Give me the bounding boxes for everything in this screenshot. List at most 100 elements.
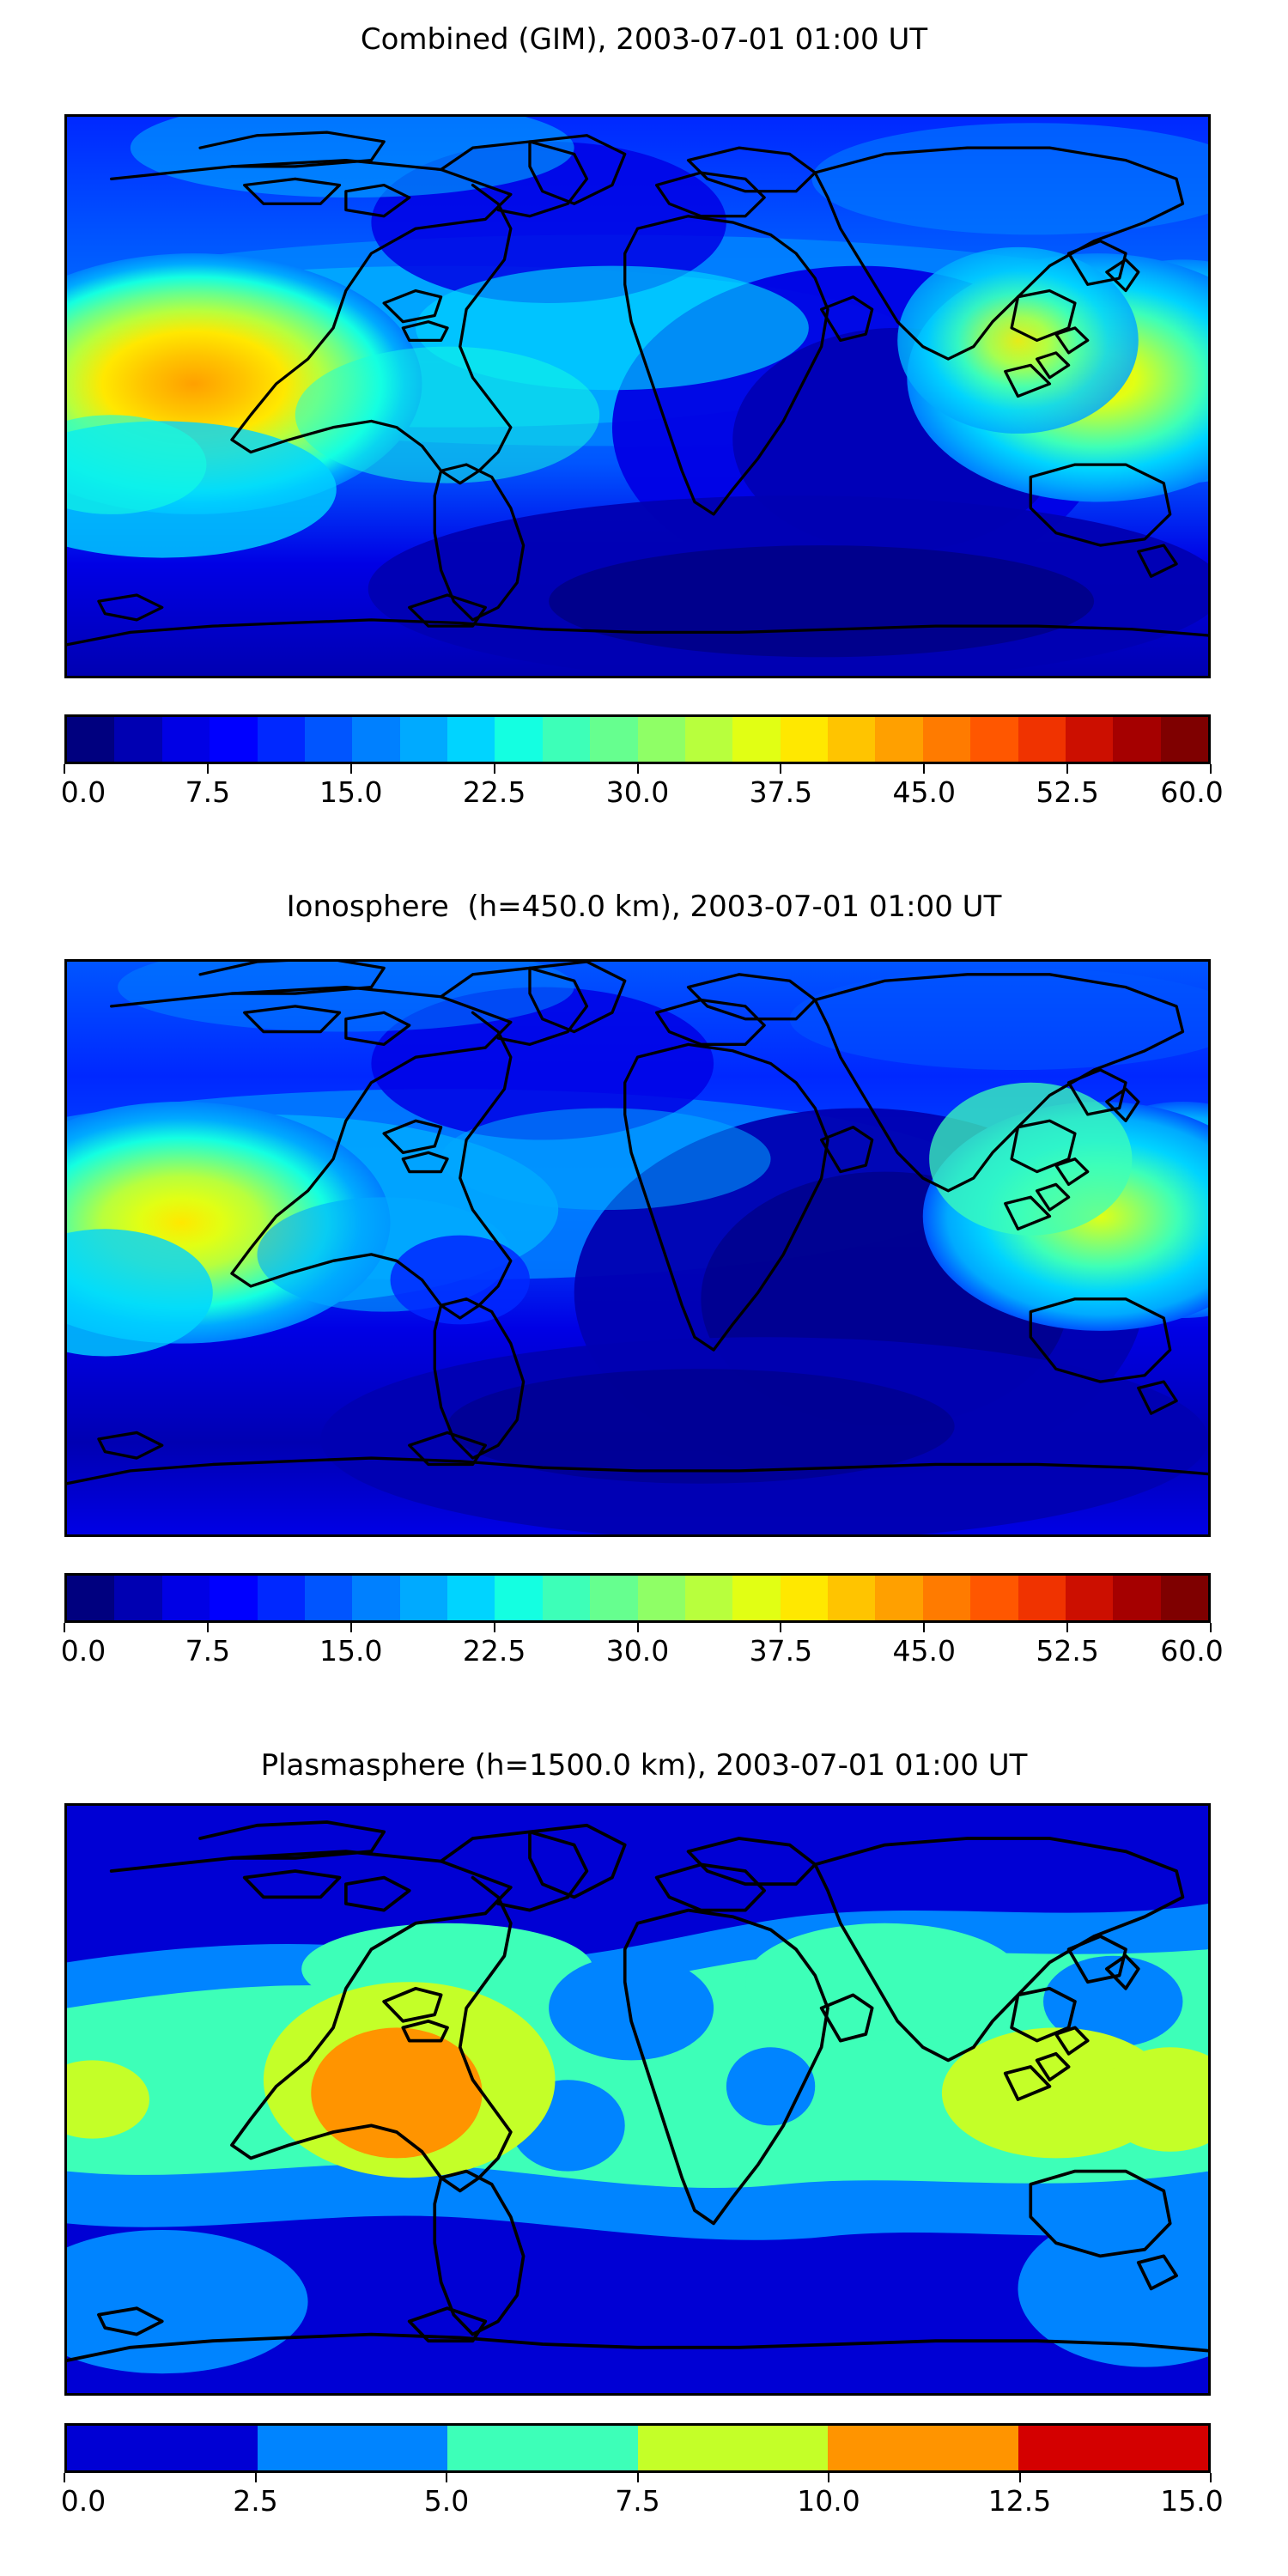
colorbar-tick-label: 2.5 — [233, 2484, 278, 2518]
colorbar-segment — [399, 1576, 447, 1620]
colorbar-tick-label: 45.0 — [892, 775, 956, 809]
colorbar-tick-mark — [780, 1623, 782, 1632]
colorbar-tick-mark — [780, 764, 782, 774]
colorbar-tick-mark — [1210, 764, 1212, 774]
colorbar-segment — [67, 717, 115, 762]
colorbar-segment — [1018, 717, 1066, 762]
colorbar-tick-label: 0.0 — [60, 2484, 106, 2518]
colorbar-segment — [590, 1576, 638, 1620]
panel-title-ionosphere: Ionosphere (h=450.0 km), 2003-07-01 01:0… — [286, 890, 1002, 924]
colorbar-segment — [828, 717, 876, 762]
colorbar-tick-label: 30.0 — [605, 1634, 670, 1668]
colorbar-segment — [210, 1576, 258, 1620]
colorbar-tick-label: 22.5 — [462, 775, 526, 809]
colorbar-tick-label: 12.5 — [987, 2484, 1052, 2518]
colorbar-tick-label: 52.5 — [1036, 1634, 1099, 1668]
colorbar-tick-label: 0.0 — [60, 1634, 106, 1668]
colorbar-segment — [161, 717, 210, 762]
colorbar-segment — [1065, 717, 1114, 762]
colorbar-segment — [828, 2426, 1018, 2470]
colorbar-segment — [304, 1576, 353, 1620]
map-ionosphere — [64, 959, 1211, 1537]
panel-combined-gim: Combined (GIM), 2003-07-01 01:00 UT — [0, 0, 1288, 859]
colorbar-segment — [590, 717, 638, 762]
colorbar-ionosphere — [64, 1573, 1211, 1623]
colorbar-segment — [447, 1576, 495, 1620]
colorbar-segment — [875, 1576, 923, 1620]
panel-ionosphere: Ionosphere (h=450.0 km), 2003-07-01 01:0… — [0, 859, 1288, 1717]
colorbar-segment — [352, 1576, 400, 1620]
colorbar-segment — [210, 717, 258, 762]
colorbar-segment — [161, 1576, 210, 1620]
colorbar-segment — [684, 717, 733, 762]
colorbar-tick-mark — [493, 1623, 495, 1632]
colorbar-tick-label: 7.5 — [615, 2484, 660, 2518]
colorbar-segment — [304, 717, 353, 762]
colorbar-tick-label: 7.5 — [185, 775, 231, 809]
colorbar-segment — [684, 1576, 733, 1620]
colorbar-tick-mark — [493, 764, 495, 774]
colorbar-tick-label: 0.0 — [60, 775, 106, 809]
colorbar-segment — [67, 1576, 115, 1620]
colorbar-tick-mark — [1066, 764, 1069, 774]
colorbar-segment — [1065, 1576, 1114, 1620]
colorbar-tick-mark — [206, 1623, 209, 1632]
colorbar-segment — [114, 717, 162, 762]
colorbar-tick-mark — [636, 2473, 639, 2482]
colorbar-segment — [922, 717, 971, 762]
colorbar-segment — [352, 717, 400, 762]
panel-title-plasmasphere: Plasmasphere (h=1500.0 km), 2003-07-01 0… — [260, 1748, 1028, 1783]
colorbar-plasmasphere — [64, 2423, 1211, 2473]
colorbar-tick-mark — [64, 1623, 65, 1632]
colorbar-tick-mark — [349, 764, 352, 774]
colorbar-segment — [257, 717, 305, 762]
colorbar-tick-mark — [254, 2473, 257, 2482]
colorbar-tick-label: 37.5 — [749, 775, 813, 809]
colorbar-tick-label: 60.0 — [1160, 775, 1224, 809]
colorbar-tick-label: 15.0 — [1160, 2484, 1224, 2518]
colorbar-tick-label: 10.0 — [797, 2484, 860, 2518]
colorbar-segment — [637, 717, 685, 762]
colorbar-segment — [732, 717, 781, 762]
colorbar-tick-label: 30.0 — [605, 775, 670, 809]
panel-plasmasphere: Plasmasphere (h=1500.0 km), 2003-07-01 0… — [0, 1717, 1288, 2576]
colorbar-segment — [637, 1576, 685, 1620]
colorbar-segment — [67, 2426, 258, 2470]
colorbar-segment — [970, 717, 1018, 762]
colorbar-tick-mark — [923, 764, 926, 774]
colorbar-tick-mark — [64, 2473, 65, 2482]
colorbar-segment — [542, 717, 591, 762]
colorbar-segment — [447, 2426, 638, 2470]
colorbar-segment — [780, 1576, 828, 1620]
colorbar-tick-mark — [828, 2473, 829, 2482]
coastlines-combined — [67, 131, 1208, 647]
map-canvas-plasmasphere — [67, 1806, 1208, 2393]
colorbar-segment — [732, 1576, 781, 1620]
colorbar-tick-mark — [1210, 1623, 1212, 1632]
colorbar-segment — [780, 717, 828, 762]
colorbar-segment — [1160, 717, 1208, 762]
map-canvas-combined — [67, 117, 1208, 676]
colorbar-tick-mark — [1210, 2473, 1212, 2482]
colorbar-tick-mark — [636, 764, 639, 774]
colorbar-segment — [1113, 717, 1161, 762]
colorbar-segment — [399, 717, 447, 762]
colorbar-segment — [875, 717, 923, 762]
coastlines-ionosphere — [67, 962, 1208, 1485]
colorbar-segment — [828, 1576, 876, 1620]
colorbar-segment — [495, 1576, 543, 1620]
colorbar-tick-label: 22.5 — [462, 1634, 526, 1668]
colorbar-tick-mark — [349, 1623, 352, 1632]
panel-title-combined: Combined (GIM), 2003-07-01 01:00 UT — [360, 22, 928, 57]
colorbar-ticks-plasmasphere: 0.0 2.5 5.0 7.5 10.0 12.5 15.0 — [60, 2473, 1224, 2524]
colorbar-segment — [542, 1576, 591, 1620]
coastlines-plasmasphere — [67, 1820, 1208, 2362]
map-combined-gim — [64, 114, 1211, 678]
colorbar-segment — [970, 1576, 1018, 1620]
colorbar-segment — [1018, 2426, 1208, 2470]
colorbar-tick-label: 37.5 — [749, 1634, 813, 1668]
colorbar-segment — [637, 2426, 828, 2470]
colorbar-ticks-combined: 0.0 7.5 15.0 22.5 30.0 37.5 45.0 52.5 60.0 — [60, 764, 1224, 816]
colorbar-segment — [495, 717, 543, 762]
